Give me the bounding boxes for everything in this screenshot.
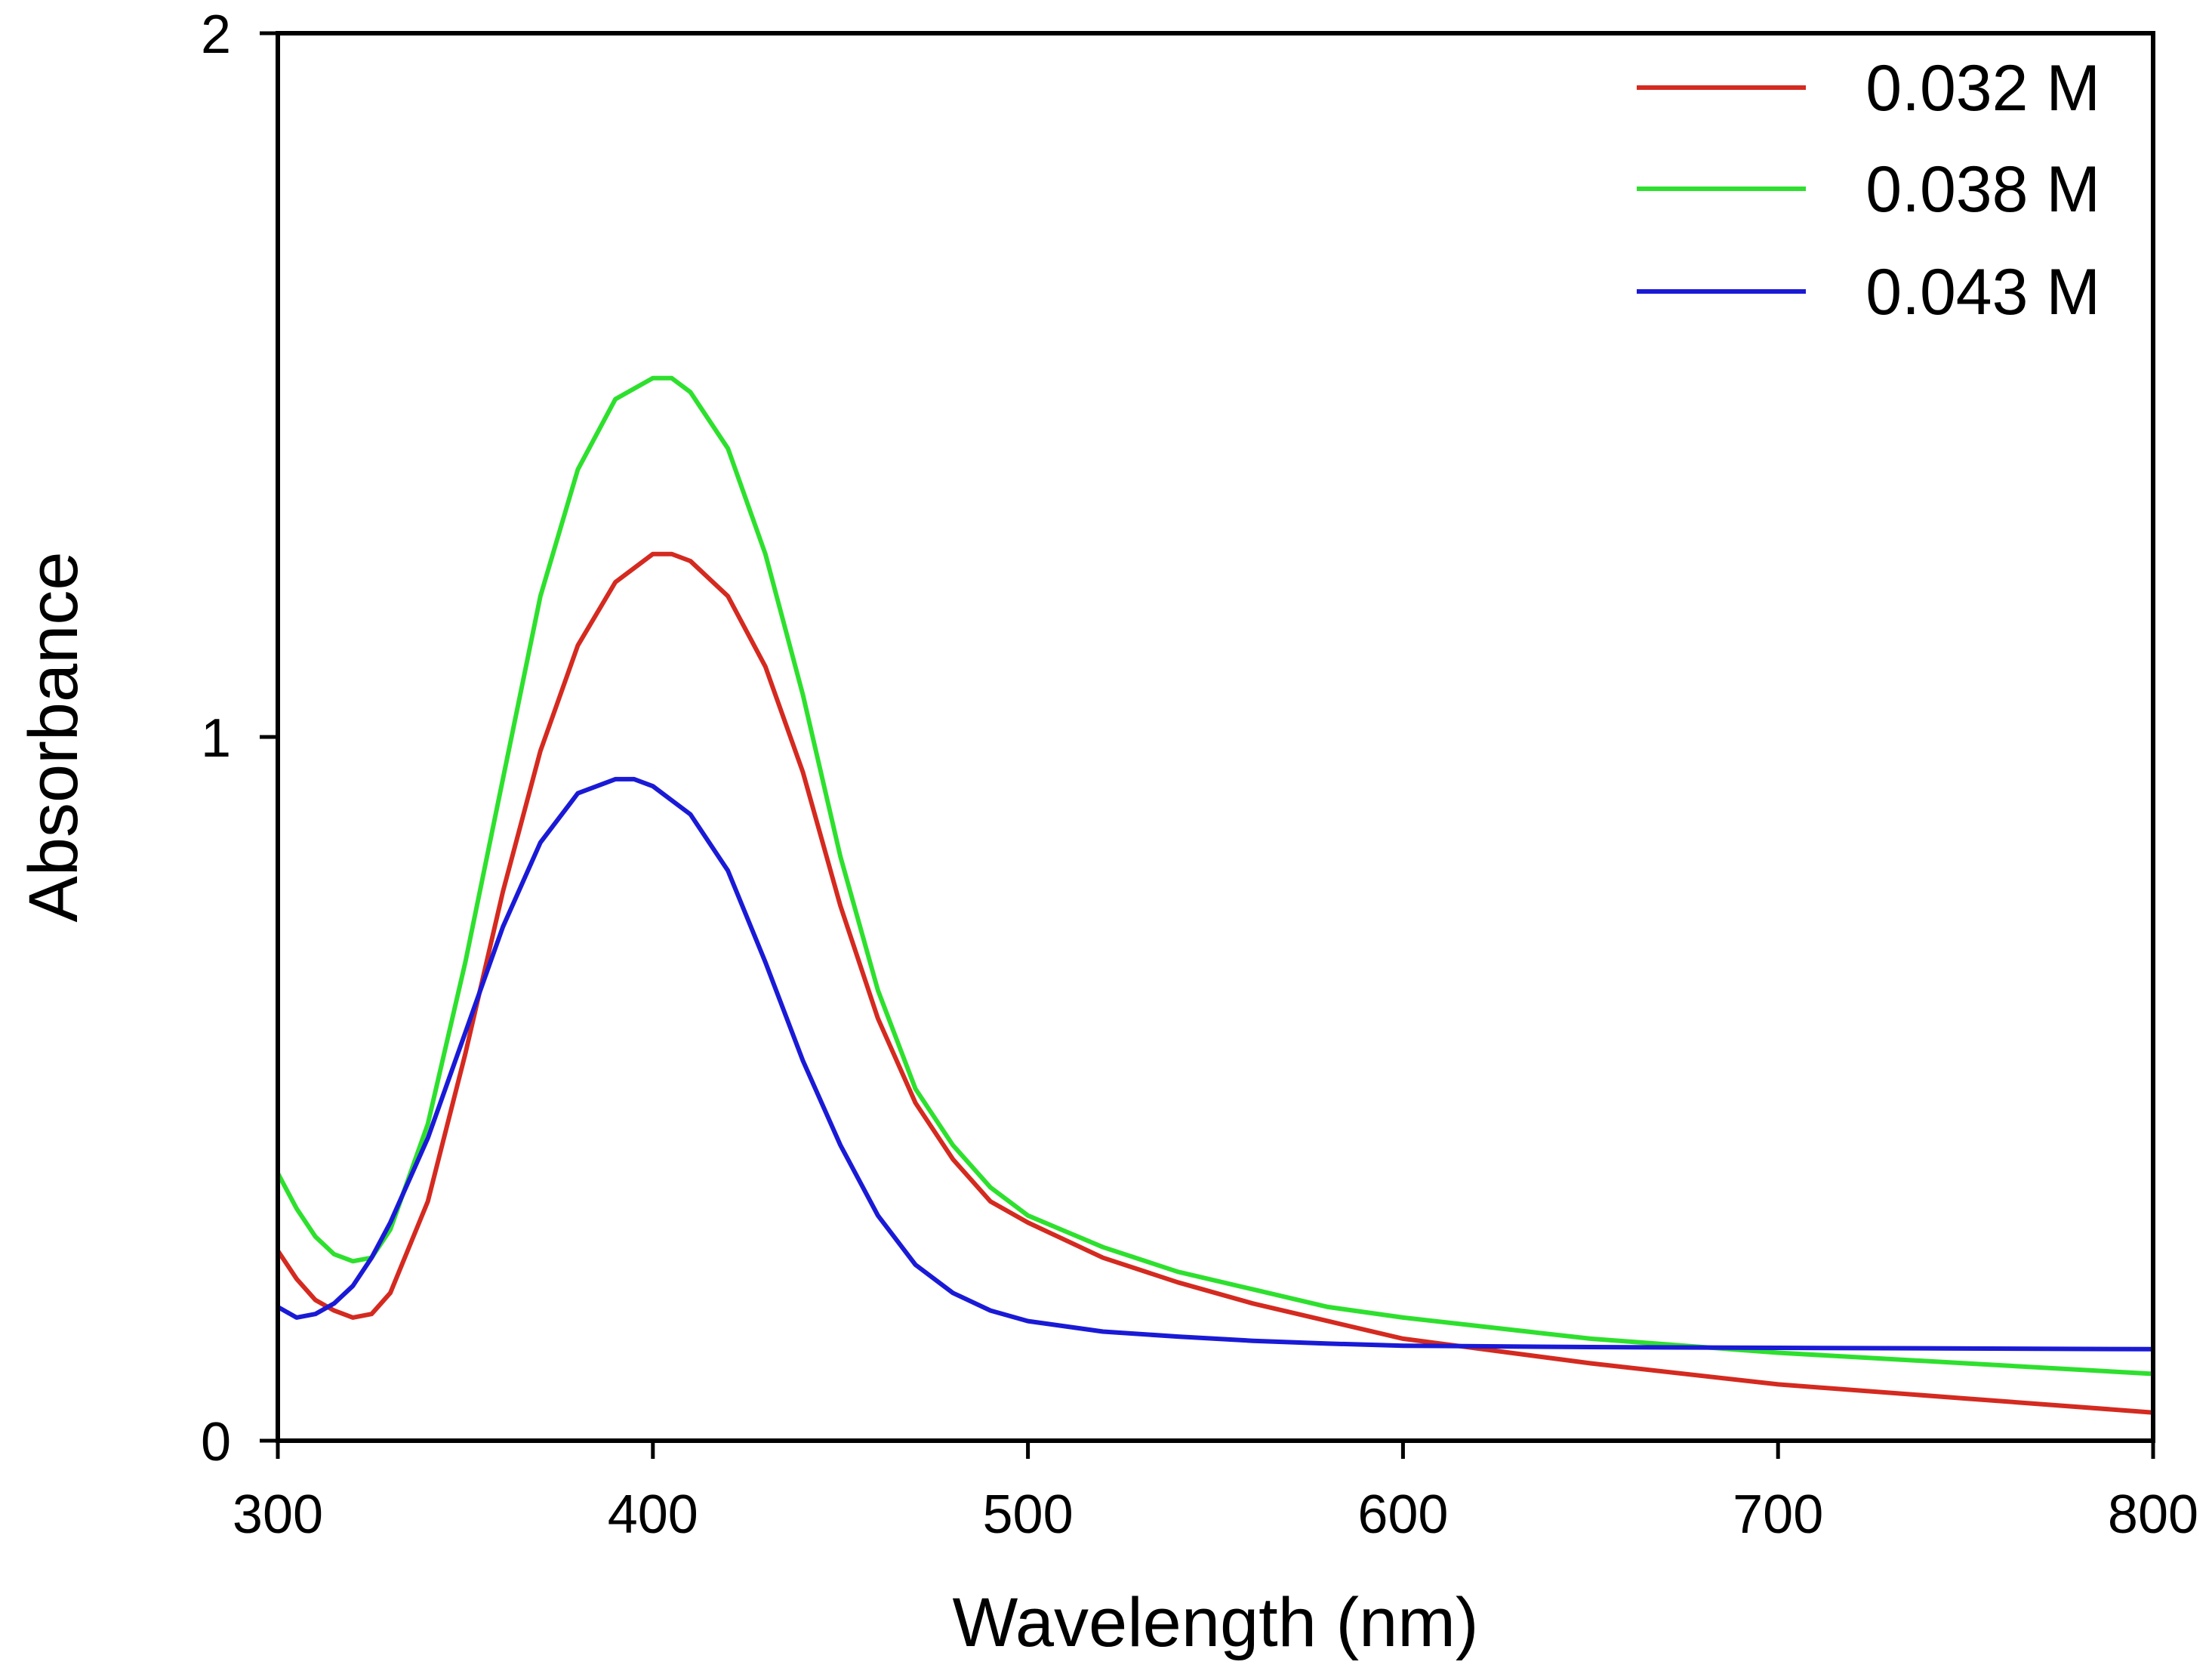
y-tick-label: 1 [201, 708, 231, 769]
legend-label-2: 0.038 M [1865, 153, 2100, 226]
series-lines [276, 375, 2155, 1415]
y-axis-label: Absorbance [15, 552, 92, 923]
legend-label-3: 0.043 M [1865, 256, 2100, 328]
x-tick-label: 500 [983, 1484, 1074, 1545]
legend-label-1: 0.032 M [1865, 52, 2100, 125]
x-tick-label: 400 [608, 1484, 698, 1545]
x-axis-label: Wavelength (nm) [952, 1584, 1478, 1661]
series-line-1 [276, 551, 2155, 1415]
x-tick-label: 600 [1357, 1484, 1448, 1545]
x-tick-label: 300 [233, 1484, 323, 1545]
x-tick-label: 700 [1733, 1484, 1823, 1545]
y-tick-label: 0 [201, 1412, 231, 1472]
y-tick-label: 2 [201, 5, 231, 65]
legend: 0.032 M 0.038 M 0.043 M [1637, 52, 2100, 328]
series-line-3 [276, 776, 2155, 1352]
x-tick-label: 800 [2108, 1484, 2198, 1545]
axis-ticks: 300 400 500 600 700 800 0 1 2 [201, 5, 2198, 1545]
